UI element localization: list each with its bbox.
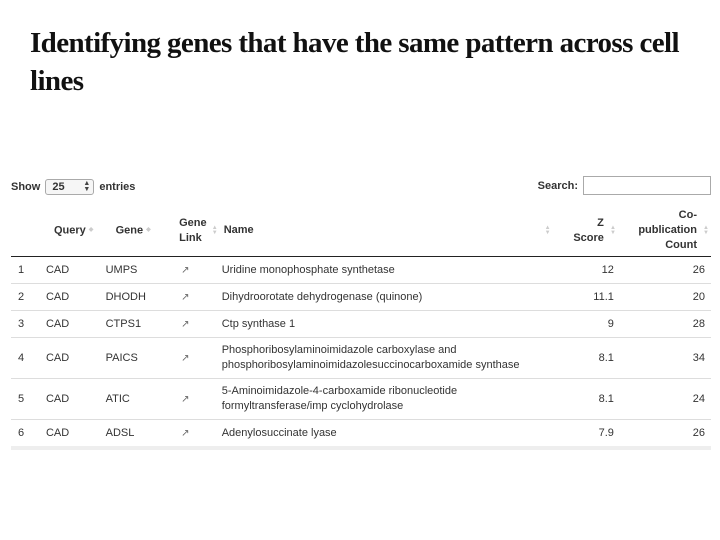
- table-row: 2 CAD DHODH ↗ Dihydroorotate dehydrogena…: [11, 283, 711, 311]
- search-input[interactable]: [583, 176, 711, 195]
- table-body: 1 CAD UMPS ↗ Uridine monophosphate synth…: [11, 256, 711, 450]
- row-z-score: 9: [554, 310, 616, 338]
- row-gene: CTPS1: [105, 310, 170, 338]
- row-z-score: 8.1: [554, 337, 616, 379]
- row-gene: ATIC: [105, 378, 170, 420]
- external-link-icon[interactable]: ↗: [181, 393, 190, 405]
- header-co-line3: Count: [665, 239, 697, 251]
- row-copublication: 34: [615, 337, 711, 379]
- slide-title: Identifying genes that have the same pat…: [30, 27, 680, 97]
- table-row: 3 CAD CTPS1 ↗ Ctp synthase 1 9 28: [11, 310, 711, 338]
- header-row: Query ◆ Gene ◆ Gene Link ▲ ▼ Name ▲ ▼ Z Scor…: [11, 205, 711, 257]
- row-index: 2: [11, 283, 44, 311]
- sort-icon: ▲ ▼: [211, 224, 218, 236]
- table-row: 1 CAD UMPS ↗ Uridine monophosphate synth…: [11, 256, 711, 284]
- entries-label: entries: [99, 181, 136, 193]
- header-copublication-count[interactable]: Co- publication Count ▲ ▼: [615, 205, 711, 257]
- row-query: CAD: [43, 419, 106, 450]
- row-copublication: 28: [615, 310, 711, 338]
- entries-select[interactable]: 25 ▲ ▼: [45, 179, 95, 195]
- header-gene-link-line2: Link: [179, 231, 202, 244]
- gene-link-cell[interactable]: ↗: [169, 419, 222, 450]
- gene-link-cell[interactable]: ↗: [169, 310, 222, 338]
- external-link-icon[interactable]: ↗: [181, 318, 190, 330]
- row-gene: UMPS: [105, 256, 170, 284]
- row-query: CAD: [43, 378, 106, 420]
- row-z-score: 11.1: [554, 283, 616, 311]
- header-gene-link[interactable]: Gene Link ▲ ▼: [169, 205, 222, 257]
- row-index: 5: [11, 378, 44, 420]
- table-row: 6 CAD ADSL ↗ Adenylosuccinate lyase 7.9 …: [11, 419, 711, 450]
- sort-icon: ▲ ▼: [544, 224, 551, 236]
- row-name: Adenylosuccinate lyase: [221, 419, 555, 450]
- row-gene: ADSL: [105, 419, 170, 450]
- sort-icon: ◆: [88, 226, 94, 233]
- row-copublication: 26: [615, 256, 711, 284]
- header-gene[interactable]: Gene ◆: [105, 205, 170, 257]
- row-copublication: 20: [615, 283, 711, 311]
- table-row: 4 CAD PAICS ↗ Phosphoribosylaminoimidazo…: [11, 337, 711, 379]
- row-z-score: 12: [554, 256, 616, 284]
- row-copublication: 26: [615, 419, 711, 450]
- table-header: Query ◆ Gene ◆ Gene Link ▲ ▼ Name ▲ ▼ Z Scor…: [11, 205, 711, 257]
- row-query: CAD: [43, 310, 106, 338]
- row-index: 1: [11, 256, 44, 284]
- sort-icon: ◆: [146, 226, 151, 233]
- row-query: CAD: [43, 256, 106, 284]
- select-arrows-icon: ▲ ▼: [83, 180, 91, 193]
- row-copublication: 24: [615, 378, 711, 420]
- row-query: CAD: [43, 283, 106, 311]
- header-z-score[interactable]: Z Score ▲ ▼: [554, 205, 616, 257]
- header-co-line1: Co-: [678, 209, 697, 221]
- row-name: Phosphoribosylaminoimidazole carboxylase…: [221, 337, 555, 379]
- external-link-icon[interactable]: ↗: [181, 264, 190, 276]
- header-gene-link-line1: Gene: [179, 216, 207, 229]
- row-z-score: 7.9: [554, 419, 616, 450]
- header-z-line1: Z: [597, 216, 604, 229]
- header-name-label: Name: [223, 224, 254, 236]
- row-name: 5-Aminoimidazole-4-carboxamide ribonucle…: [221, 378, 555, 420]
- external-link-icon[interactable]: ↗: [181, 427, 190, 439]
- row-name: Dihydroorotate dehydrogenase (quinone): [221, 283, 555, 311]
- row-name: Ctp synthase 1: [221, 310, 555, 338]
- search-control: Search:: [538, 176, 711, 195]
- row-gene: PAICS: [105, 337, 170, 379]
- gene-link-cell[interactable]: ↗: [169, 378, 222, 420]
- row-index: 6: [11, 419, 44, 450]
- external-link-icon[interactable]: ↗: [181, 352, 190, 364]
- row-name: Uridine monophosphate synthetase: [221, 256, 555, 284]
- row-z-score: 8.1: [554, 378, 616, 420]
- entries-value: 25: [52, 181, 65, 193]
- show-label: Show: [11, 181, 41, 193]
- header-z-line2: Score: [573, 231, 604, 244]
- header-gene-label: Gene: [115, 224, 144, 237]
- sort-icon: ▲ ▼: [703, 224, 709, 236]
- header-name[interactable]: Name ▲ ▼: [221, 205, 555, 257]
- header-index: [11, 205, 44, 257]
- search-label: Search:: [537, 179, 578, 192]
- gene-link-cell[interactable]: ↗: [169, 256, 222, 284]
- table-controls: Show 25 ▲ ▼ entries Search:: [11, 176, 711, 198]
- gene-link-cell[interactable]: ↗: [169, 337, 222, 379]
- header-query[interactable]: Query ◆: [43, 205, 106, 257]
- row-index: 3: [11, 310, 44, 338]
- row-index: 4: [11, 337, 44, 379]
- external-link-icon[interactable]: ↗: [181, 291, 190, 303]
- row-query: CAD: [43, 337, 106, 379]
- row-gene: DHODH: [105, 283, 170, 311]
- sort-icon: ▲ ▼: [609, 224, 616, 236]
- header-query-label: Query: [53, 224, 86, 237]
- gene-link-cell[interactable]: ↗: [169, 283, 222, 311]
- table-row: 5 CAD ATIC ↗ 5-Aminoimidazole-4-carboxam…: [11, 378, 711, 420]
- page-length-control: Show 25 ▲ ▼ entries: [11, 179, 135, 195]
- results-table: Query ◆ Gene ◆ Gene Link ▲ ▼ Name ▲ ▼ Z Scor…: [11, 205, 711, 450]
- header-co-line2: publication: [638, 224, 697, 236]
